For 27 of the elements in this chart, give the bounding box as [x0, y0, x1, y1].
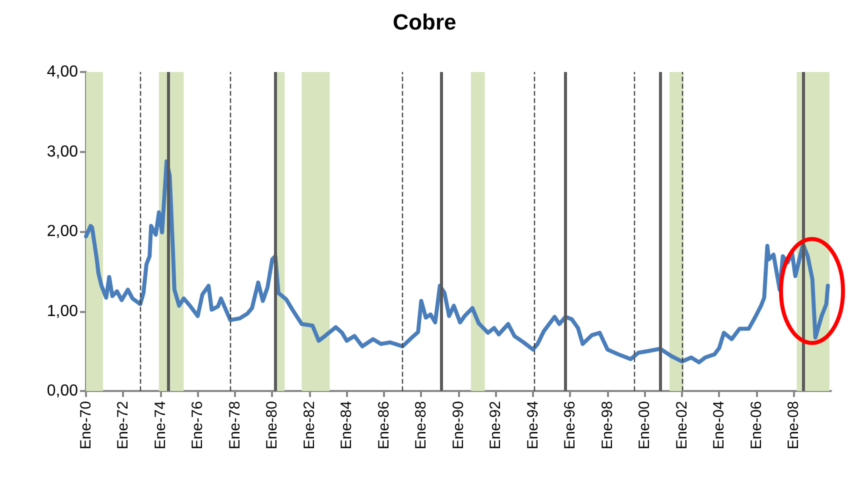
line-series [84, 159, 830, 364]
x-tick-label: Ene-06 [748, 401, 765, 450]
x-tick-label: Ene-78 [226, 401, 244, 450]
x-tick-label: Ene-76 [189, 401, 206, 450]
x-tick-label: Ene-02 [674, 401, 690, 450]
x-tick-label: Ene-90 [450, 401, 467, 450]
x-tick-label: Ene-82 [301, 401, 318, 450]
x-tick-label: Ene-72 [114, 401, 132, 450]
x-tick-label: Ene-88 [412, 401, 430, 450]
x-tick-label: Ene-86 [376, 401, 392, 450]
x-tick-label: Ene-96 [562, 401, 579, 450]
x-tick-label: Ene-00 [636, 401, 654, 450]
y-tick-label: 4,00 [46, 64, 78, 80]
x-tick-label: Ene-74 [152, 401, 169, 450]
x-tick-label: Ene-94 [524, 401, 542, 450]
x-tick-label: Ene-80 [264, 401, 281, 450]
y-tick-label: 0,00 [46, 382, 78, 400]
x-tick-label: Ene-84 [338, 401, 356, 450]
x-tick-label: Ene-70 [78, 401, 94, 450]
chart-title: Cobre [392, 10, 456, 34]
x-tick-label: Ene-04 [710, 401, 728, 450]
y-tick-label: 2,00 [46, 223, 78, 240]
y-tick-label: 1,00 [46, 302, 78, 320]
y-tick-label: 3,00 [46, 143, 78, 160]
x-tick-label: Ene-92 [487, 401, 504, 450]
x-tick-label: Ene-98 [599, 401, 616, 450]
x-tick-label: Ene-08 [785, 401, 802, 450]
